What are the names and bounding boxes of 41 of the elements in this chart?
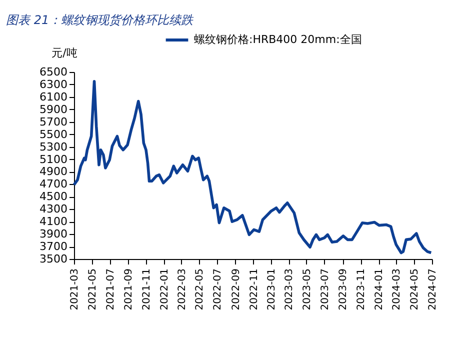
- x-tick-label: 2022-03: [176, 268, 188, 310]
- x-tick-label: 2021-07: [105, 268, 116, 310]
- x-tick-label: 2024-01: [374, 268, 386, 310]
- x-tick-label: 2023-03: [284, 268, 296, 310]
- y-tick-label: 5300: [40, 140, 68, 154]
- y-tick-label: 4300: [40, 202, 68, 216]
- y-tick-label: 4700: [40, 178, 68, 191]
- y-tick-label: 3700: [40, 240, 68, 254]
- x-tick-label: 2024-05: [410, 268, 421, 310]
- y-axis-title: 元/吨: [52, 46, 78, 60]
- x-tick-label: 2023-05: [302, 268, 313, 310]
- x-tick-label: 2022-07: [212, 268, 224, 310]
- x-tick-label: 2022-05: [194, 268, 206, 310]
- x-tick-label: 2021-03: [70, 268, 80, 310]
- x-tick-label: 2022-01: [159, 268, 170, 310]
- x-tick-label: 2021-05: [87, 268, 98, 310]
- x-tick-label: 2023-07: [320, 268, 331, 310]
- line-series: [72, 80, 433, 254]
- chart-title: 图表 21：螺纹钢现货价格环比续跌: [6, 12, 194, 29]
- y-tick-label: 5500: [40, 128, 68, 141]
- x-tick-label: 2021-09: [124, 268, 135, 310]
- x-tick-label: 2022-09: [230, 268, 242, 310]
- x-tick-label: 2024-07: [428, 268, 438, 310]
- y-tick-label: 6500: [40, 66, 68, 78]
- y-tick-label: 5100: [40, 152, 68, 166]
- y-tick-label: 4500: [40, 190, 68, 204]
- y-tick-label: 4100: [40, 215, 68, 228]
- x-tick-label: 2024-03: [392, 268, 403, 310]
- y-tick-label: 6300: [40, 78, 68, 91]
- y-tick-label: 3900: [40, 228, 68, 241]
- x-tick-label: 2021-11: [142, 268, 153, 310]
- legend-label: 螺纹钢价格:HRB400 20mm:全国: [194, 33, 362, 46]
- x-tick-label: 2023-09: [338, 268, 350, 310]
- y-tick-label: 5700: [40, 115, 68, 128]
- x-tick-label: 2023-01: [266, 268, 278, 310]
- y-tick-label: 6100: [40, 90, 68, 104]
- x-tick-label: 2022-11: [248, 268, 260, 310]
- y-tick-label: 5900: [40, 102, 68, 116]
- x-tick-label: 2023-11: [356, 268, 368, 310]
- y-tick-label: 3500: [40, 252, 68, 266]
- y-tick-label: 4900: [40, 165, 68, 178]
